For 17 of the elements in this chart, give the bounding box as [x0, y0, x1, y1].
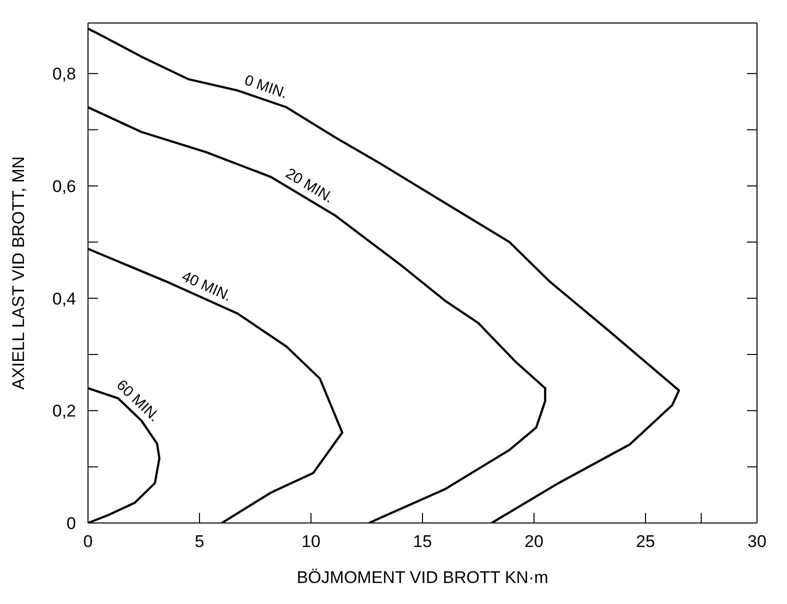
y-tick-label: 0,2	[52, 402, 76, 421]
x-tick-label: 0	[83, 532, 93, 552]
text: 0 MIN.	[242, 72, 290, 102]
x-tick-label: 15	[413, 532, 432, 552]
x-axis-title: BÖJMOMENT VID BROTT KN·m	[296, 568, 548, 587]
text: 40 MIN.	[179, 268, 234, 306]
x-tick-label: 20	[524, 532, 544, 552]
x-tick-label: 25	[636, 532, 655, 552]
y-axis-title: AXIELL LAST VID BROTT, MN	[9, 156, 28, 390]
y-tick-label: 0,6	[52, 176, 76, 196]
text: 20 MIN.	[282, 165, 336, 207]
x-tick-label: 5	[194, 532, 204, 552]
y-tick-label: 0	[66, 514, 76, 534]
x-tick-label: 10	[302, 532, 320, 552]
y-tick-label: 0,8	[52, 64, 76, 84]
y-tick-label: 0,4	[52, 289, 76, 308]
x-tick-label: 30	[748, 532, 766, 552]
